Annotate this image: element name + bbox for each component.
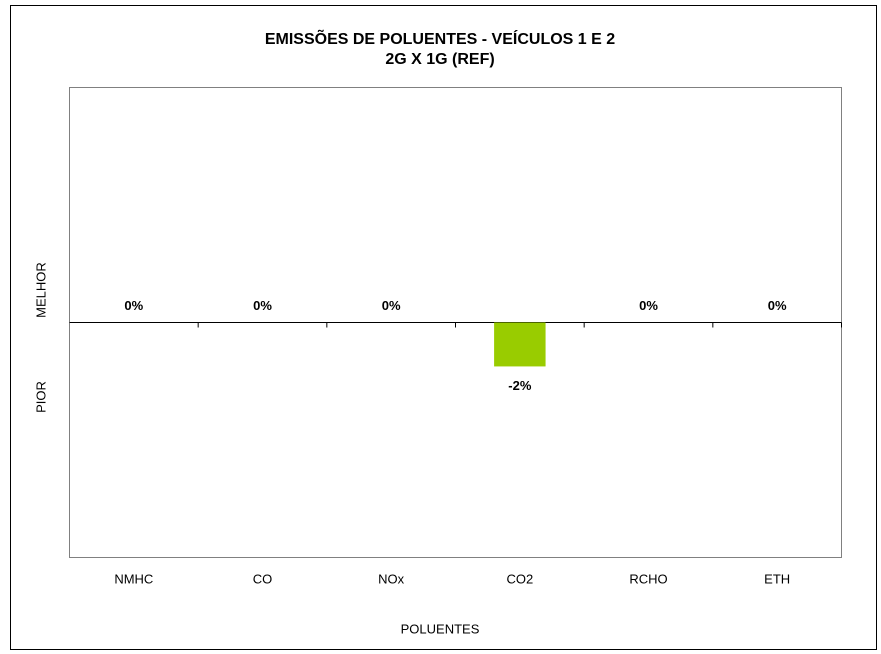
data-label: 0% [253,298,272,313]
x-axis-label: POLUENTES [401,621,480,636]
x-tick-label: NMHC [114,571,153,586]
y-axis-label-negative: PIOR [33,381,48,413]
x-tick-label: RCHO [629,571,667,586]
y-axis-label-positive: MELHOR [33,262,48,318]
chart-subtitle: 2G X 1G (REF) [385,51,494,68]
x-tick-label: CO [253,571,273,586]
x-tick-label: CO2 [506,571,533,586]
data-label: 0% [124,298,143,313]
data-label: 0% [382,298,401,313]
chart-title: EMISSÕES DE POLUENTES - VEÍCULOS 1 E 2 [265,28,615,48]
data-label: 0% [768,298,787,313]
data-label: -2% [508,378,532,393]
data-label: 0% [639,298,658,313]
bar [494,322,546,367]
x-tick-label: ETH [764,571,790,586]
x-tick-label: NOx [378,571,405,586]
